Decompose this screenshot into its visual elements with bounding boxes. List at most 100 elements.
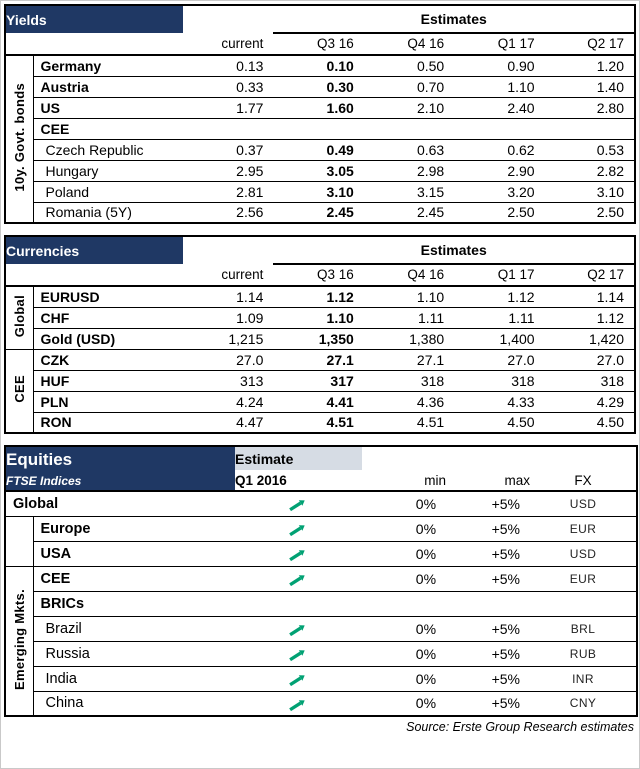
column-header-q3-16: Q3 16 <box>273 264 364 287</box>
column-header-q2-17: Q2 17 <box>544 264 635 287</box>
estimates-header: Estimates <box>273 5 635 34</box>
global-group-label: Global <box>11 295 27 338</box>
empty-cell <box>235 590 638 616</box>
value-q3: 4.41 <box>273 390 364 412</box>
currencies-title-row: Currencies Estimates <box>5 236 635 265</box>
value-current: 2.81 <box>183 180 274 202</box>
column-header-q4-16: Q4 16 <box>363 33 455 56</box>
value-current: 1.09 <box>183 306 274 328</box>
value-current: 0.13 <box>183 54 274 76</box>
equities-title-row: Equities FTSE Indices Estimate <box>5 446 637 492</box>
trend-cell <box>235 515 363 541</box>
table-row: US 1.77 1.60 2.10 2.40 2.80 <box>5 96 635 118</box>
max-value: +5% <box>446 540 531 566</box>
value-q2: 1.14 <box>544 285 635 307</box>
spacer-cell <box>183 236 273 264</box>
value-q2: 318 <box>544 369 635 391</box>
row-label: HUF <box>33 369 183 391</box>
value-q2: 1.12 <box>544 306 635 328</box>
table-row: Poland 2.81 3.10 3.15 3.20 3.10 <box>5 180 635 202</box>
value-q2: 1.20 <box>544 54 635 76</box>
value-current: 313 <box>183 369 274 391</box>
fx-code: RUB <box>530 640 638 666</box>
yields-table: Yields Estimates current Q3 16 Q4 16 Q1 … <box>4 4 636 224</box>
row-label: Hungary <box>33 159 184 181</box>
column-header-current: current <box>183 264 274 287</box>
row-label: Germany <box>33 54 184 76</box>
fx-code: USD <box>530 540 638 566</box>
up-trend-arrow-icon <box>289 650 305 662</box>
value-q4: 0.70 <box>363 75 455 97</box>
table-row: PLN 4.24 4.41 4.36 4.33 4.29 <box>5 390 635 412</box>
value-q2: 1.40 <box>544 75 635 97</box>
equities-table: Equities FTSE Indices Estimate Q1 2016 m… <box>4 445 639 717</box>
min-value: 0% <box>362 615 447 641</box>
row-label: Czech Republic <box>33 138 184 160</box>
fx-code: EUR <box>530 565 638 591</box>
value-current: 1,215 <box>183 327 274 349</box>
value-q2: 0.53 <box>544 138 635 160</box>
min-value: 0% <box>362 540 447 566</box>
cee-group-strip: CEE <box>5 348 34 433</box>
value-current: 0.33 <box>183 75 274 97</box>
value-q1: 2.40 <box>454 96 545 118</box>
value-q2: 2.50 <box>544 201 635 223</box>
value-q3: 1.10 <box>273 306 364 328</box>
currencies-table: Currencies Estimates current Q3 16 Q4 16… <box>4 235 636 434</box>
value-q4: 2.98 <box>363 159 455 181</box>
value-q3: 27.1 <box>273 348 364 370</box>
up-trend-arrow-icon <box>289 500 305 512</box>
max-value: +5% <box>446 665 531 691</box>
value-q4: 1.11 <box>363 306 455 328</box>
max-value: +5% <box>446 690 531 716</box>
emerging-group-strip: Emerging Mkts. <box>5 565 34 716</box>
column-header-q1-17: Q1 17 <box>454 264 545 287</box>
row-label: India <box>33 665 236 691</box>
row-label: CHF <box>33 306 183 328</box>
yields-title: Yields <box>6 11 47 28</box>
equities-columns-row: Q1 2016 min max FX <box>5 470 638 492</box>
spacer-cell <box>5 264 183 287</box>
value-q1: 318 <box>454 369 545 391</box>
table-row: India 0% +5% INR <box>5 665 638 691</box>
row-label: China <box>33 690 236 716</box>
row-label: CEE <box>33 565 236 591</box>
section-label: CEE <box>33 117 184 139</box>
table-row: USA 0% +5% USD <box>5 540 638 566</box>
row-label: EURUSD <box>33 285 183 307</box>
up-trend-arrow-icon <box>289 575 305 587</box>
currencies-columns-row: current Q3 16 Q4 16 Q1 17 Q2 17 <box>5 264 635 287</box>
value-q4: 0.63 <box>363 138 455 160</box>
row-label: US <box>33 96 184 118</box>
spacer-cell <box>5 33 184 56</box>
value-current: 1.14 <box>183 285 274 307</box>
value-q1: 2.50 <box>454 201 545 223</box>
developed-group-strip <box>5 515 34 566</box>
table-row: Emerging Mkts. CEE 0% +5% EUR <box>5 565 638 716</box>
value-q4: 2.45 <box>363 201 455 223</box>
value-q1: 27.0 <box>454 348 545 370</box>
value-current: 2.95 <box>183 159 274 181</box>
table-row: 10y. Govt. bonds Germany 0.13 0.10 0.50 … <box>5 54 635 223</box>
yields-title-row: Yields Estimates <box>5 5 635 34</box>
period-header: Q1 2016 <box>235 470 363 492</box>
row-label: CZK <box>33 348 183 370</box>
source-note: Source: Erste Group Research estimates <box>406 720 634 734</box>
column-header-q2-17: Q2 17 <box>544 33 635 56</box>
up-trend-arrow-icon <box>289 525 305 537</box>
column-header-q3-16: Q3 16 <box>273 33 364 56</box>
value-q4: 318 <box>363 369 455 391</box>
value-q4: 3.15 <box>363 180 455 202</box>
fx-code: USD <box>530 490 638 516</box>
equities-subtitle: FTSE Indices <box>6 473 82 488</box>
value-q1: 3.20 <box>454 180 545 202</box>
value-q4: 4.51 <box>363 411 455 433</box>
row-label: Austria <box>33 75 184 97</box>
min-value: 0% <box>362 640 447 666</box>
trend-cell <box>235 565 363 591</box>
value-q1: 1.12 <box>454 285 545 307</box>
column-header-current: current <box>183 33 274 56</box>
min-value: 0% <box>362 665 447 691</box>
table-row: Hungary 2.95 3.05 2.98 2.90 2.82 <box>5 159 635 181</box>
